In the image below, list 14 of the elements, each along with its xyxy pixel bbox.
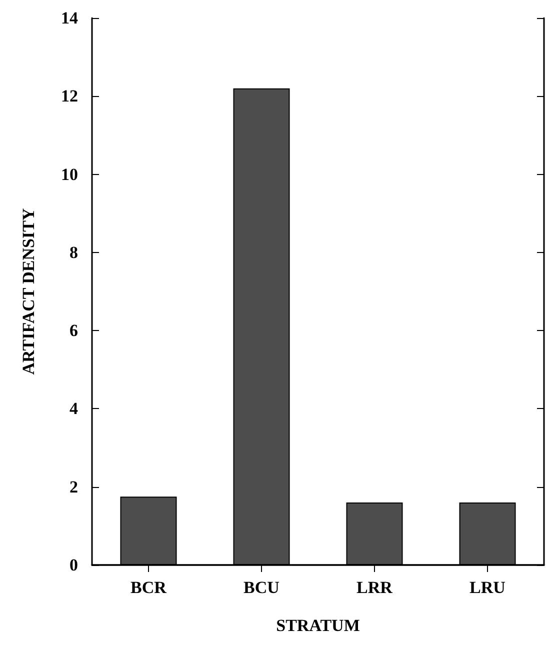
- y-axis-title: ARTIFACT DENSITY: [19, 208, 38, 375]
- y-tick-label: 14: [61, 8, 78, 28]
- x-tick-label: LRR: [356, 578, 394, 597]
- x-tick-label: LRU: [470, 578, 506, 597]
- x-tick-label: BCR: [130, 578, 168, 597]
- x-tick-label: BCU: [244, 578, 280, 597]
- y-tick-label: 12: [61, 86, 78, 106]
- y-tick-label: 2: [70, 477, 78, 496]
- x-axis-title: STRATUM: [276, 616, 360, 635]
- y-tick-label: 4: [70, 399, 78, 418]
- y-tick-label: 8: [70, 242, 78, 262]
- y-tick-label: 6: [70, 321, 78, 340]
- y-tick-label: 0: [70, 556, 78, 574]
- y-tick-label: 10: [61, 164, 78, 184]
